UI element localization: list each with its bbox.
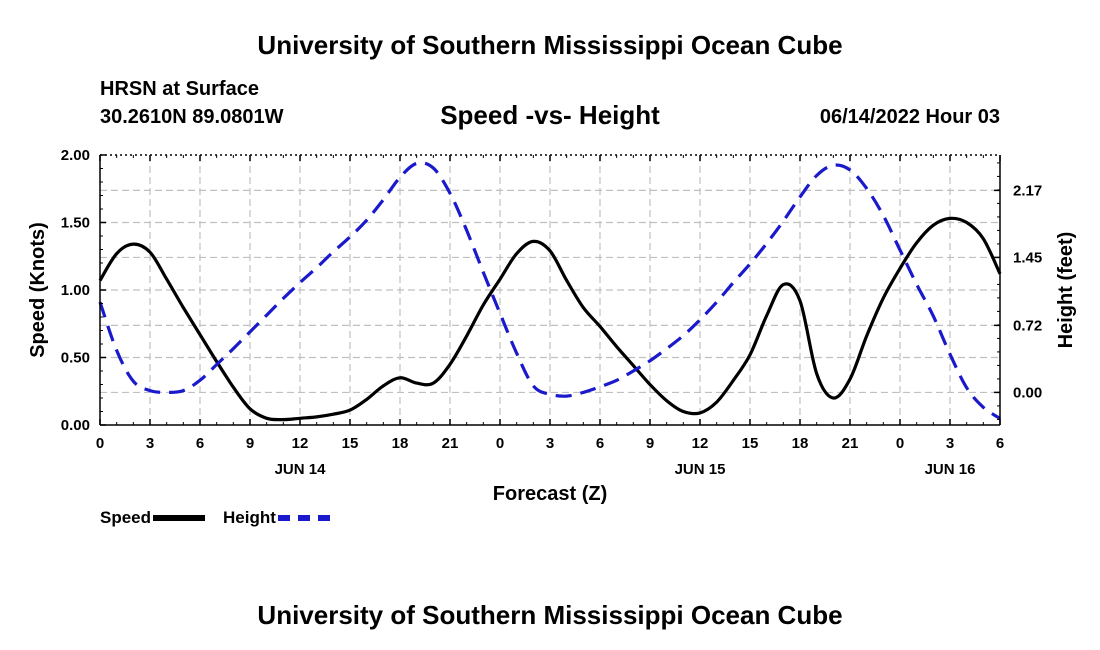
x-tick-label: 0: [896, 435, 904, 452]
y-tick-label: 1.00: [61, 282, 90, 299]
y2-tick-label: 2.17: [1013, 182, 1042, 199]
x-tick-label: 21: [842, 435, 859, 452]
y2-tick-label: 0.72: [1013, 317, 1042, 334]
x-tick-label: 0: [96, 435, 104, 452]
x-tick-label: 15: [742, 435, 759, 452]
legend-swatch-speed: [153, 515, 206, 521]
x-tick-label: 12: [292, 435, 309, 452]
legend-item-speed: Speed: [100, 508, 206, 528]
x-tick-label: 3: [946, 435, 954, 452]
x-tick-label: 6: [596, 435, 604, 452]
y-tick-label: 2.00: [61, 147, 90, 164]
x-tick-label: 15: [342, 435, 359, 452]
legend-item-height: Height: [223, 508, 330, 528]
y-tick-label: 0.50: [61, 350, 90, 367]
x-tick-label: 6: [996, 435, 1004, 452]
x-tick-label: 9: [646, 435, 654, 452]
legend-label-speed: Speed: [100, 508, 152, 527]
x-tick-label: 18: [392, 435, 409, 452]
x-tick-label: 3: [546, 435, 554, 452]
date-label: JUN 14: [275, 461, 327, 478]
y-tick-label: 1.50: [61, 215, 90, 232]
date-label: JUN 15: [675, 461, 726, 478]
x-tick-label: 6: [196, 435, 204, 452]
y2-axis-label: Height (feet): [1055, 232, 1077, 349]
y2-tick-label: 0.00: [1013, 384, 1042, 401]
x-tick-label: 18: [792, 435, 809, 452]
height-series-line: [98, 161, 1001, 420]
speed-series-line: [98, 216, 1002, 422]
date-label: JUN 16: [925, 461, 976, 478]
x-axis-label: Forecast (Z): [493, 483, 607, 505]
grid: [100, 155, 1000, 425]
chart-subtitle: Speed -vs- Height: [440, 100, 660, 130]
footer-title: University of Southern Mississippi Ocean…: [257, 600, 843, 630]
station-label: HRSN at Surface: [100, 78, 259, 100]
forecast-datestamp: 06/14/2022 Hour 03: [819, 106, 1000, 128]
x-tick-label: 21: [442, 435, 459, 452]
x-tick-label: 3: [146, 435, 154, 452]
legend-label-height: Height: [223, 508, 276, 527]
coordinates-label: 30.2610N 89.0801W: [100, 106, 284, 128]
chart-title: University of Southern Mississippi Ocean…: [257, 30, 843, 60]
legend-swatch-height: [277, 515, 330, 521]
x-tick-label: 0: [496, 435, 504, 452]
axes: 0 3 6 9 12 15 18 21 0 3 6 9 12 15 18 21 0 3 6 JUN 14 JUN 15 J…: [61, 147, 1042, 478]
legend: Speed Height: [100, 508, 348, 528]
x-tick-label: 12: [692, 435, 709, 452]
y-axis-label: Speed (Knots): [27, 222, 49, 358]
y-tick-label: 0.00: [61, 417, 90, 434]
y2-tick-label: 1.45: [1013, 249, 1042, 266]
x-tick-label: 9: [246, 435, 254, 452]
series-layer: [98, 161, 1002, 422]
